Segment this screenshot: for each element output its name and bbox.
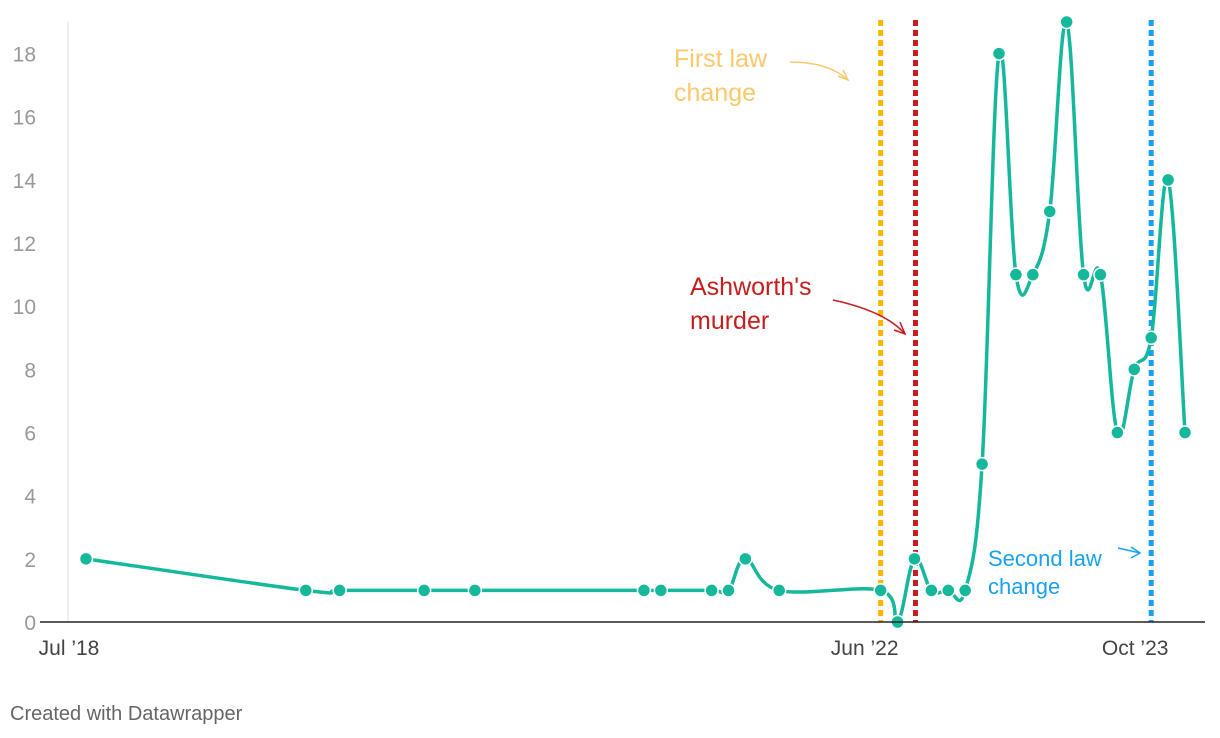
- y-tick-label: 4: [24, 486, 36, 509]
- annotation-label: Ashworth's: [690, 273, 811, 301]
- data-point: [467, 583, 483, 598]
- data-point: [1025, 267, 1041, 282]
- annotation-arrow: [789, 61, 849, 81]
- series-layer: [78, 14, 1193, 630]
- y-tick-label: 12: [13, 233, 36, 256]
- data-point: [416, 583, 432, 598]
- data-point: [1160, 172, 1176, 188]
- data-point: [771, 583, 787, 598]
- data-point: [653, 583, 669, 598]
- annotation-label: change: [674, 79, 756, 107]
- annotations: First law change Ashworth's murder Second la…: [674, 45, 1142, 599]
- annotation-lines: [878, 20, 1154, 622]
- data-point: [1177, 425, 1193, 440]
- y-tick-label: 10: [13, 296, 36, 319]
- x-tick-label: Jun ’22: [831, 637, 899, 660]
- data-point: [941, 583, 956, 598]
- annotation-arrowhead: [1130, 546, 1142, 559]
- data-point: [924, 583, 939, 598]
- x-tick-label: Oct ’23: [1102, 637, 1169, 660]
- data-point: [991, 46, 1007, 61]
- y-tick-label: 18: [13, 44, 36, 67]
- y-tick-label: 6: [24, 423, 36, 446]
- annotation-arrow: [832, 299, 906, 335]
- data-point: [1093, 267, 1108, 282]
- annotation-arrowhead: [893, 321, 907, 336]
- y-tick-label: 0: [24, 612, 36, 635]
- data-point: [974, 456, 990, 472]
- annotation-arrowhead: [837, 69, 850, 82]
- data-point: [1076, 267, 1091, 282]
- data-point: [721, 583, 736, 598]
- data-point: [704, 583, 719, 598]
- data-point: [636, 583, 652, 598]
- annotation-label: change: [988, 574, 1060, 599]
- data-point: [298, 583, 314, 598]
- data-point: [1008, 267, 1024, 282]
- y-tick-label: 16: [13, 107, 36, 130]
- x-axis: Jul ’18 Jun ’22 Oct ’23: [39, 621, 1205, 660]
- data-point: [1042, 204, 1057, 219]
- y-tick-label: 14: [13, 170, 37, 193]
- data-point: [873, 583, 888, 598]
- data-point: [957, 583, 973, 598]
- annotation-label: First law: [674, 45, 768, 73]
- series-line: [85, 20, 1187, 625]
- footer-credit: Created with Datawrapper: [10, 703, 243, 725]
- data-point: [1059, 14, 1074, 30]
- line-chart: 0 2 4 6 8 10 12 14 16 18 Jul ’18 Jun ’22 Oct ’23 Fi…: [13, 14, 1205, 660]
- annotation-arrow: [1117, 547, 1141, 554]
- data-point: [1143, 330, 1159, 346]
- annotation-label: murder: [690, 307, 769, 335]
- y-tick-label: 2: [24, 549, 36, 572]
- data-point: [78, 551, 94, 567]
- data-point: [1110, 425, 1125, 440]
- data-point: [1127, 362, 1142, 377]
- data-point: [332, 583, 347, 598]
- annotation-label: Second law: [988, 546, 1102, 571]
- data-point: [738, 551, 753, 567]
- data-point: [907, 551, 922, 567]
- y-tick-label: 8: [24, 359, 36, 382]
- y-axis: 0 2 4 6 8 10 12 14 16 18: [13, 22, 69, 635]
- x-tick-label: Jul ’18: [39, 637, 100, 660]
